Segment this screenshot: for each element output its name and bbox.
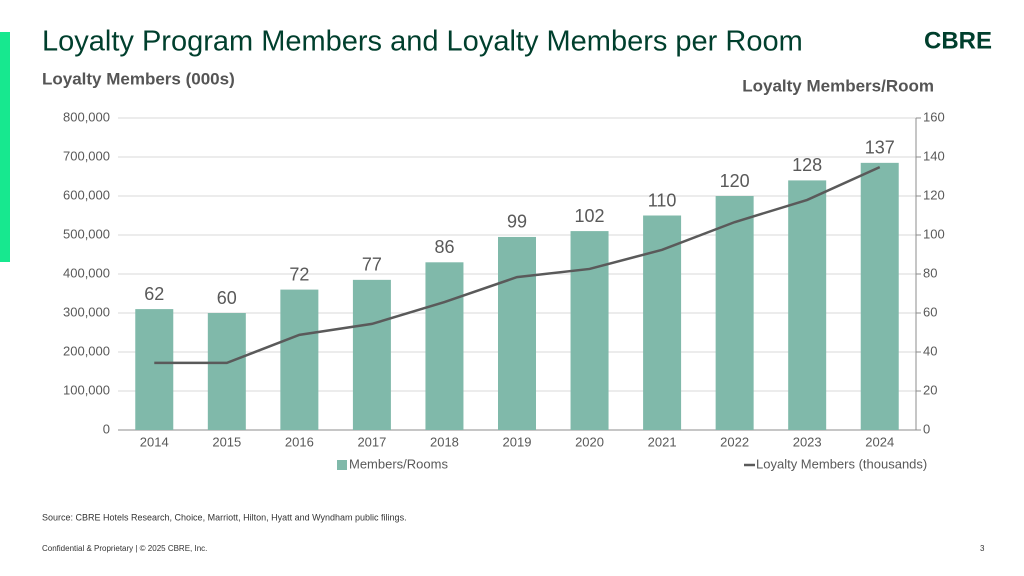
x-tick-label: 2019: [503, 434, 532, 449]
y2-tick-label: 160: [923, 109, 945, 124]
y-axis-title: Loyalty Members (000s): [42, 69, 235, 88]
data-label: 86: [434, 237, 454, 257]
line-series: [154, 166, 881, 365]
y2-tick-label: 0: [923, 421, 930, 436]
x-tick-label: 2021: [648, 434, 677, 449]
legend-label: Loyalty Members (thousands): [756, 456, 927, 471]
data-label: 102: [575, 206, 605, 226]
y-tick-label: 400,000: [63, 265, 110, 280]
y2-tick-label: 60: [923, 304, 937, 319]
bar: [570, 231, 609, 430]
x-tick-label: 2015: [212, 434, 241, 449]
bar: [135, 309, 174, 430]
y2-axis-title: Loyalty Members/Room: [742, 76, 934, 95]
y-tick-label: 800,000: [63, 109, 110, 124]
x-tick-label: 2024: [865, 434, 894, 449]
y-tick-label: 500,000: [63, 226, 110, 241]
x-tick-label: 2016: [285, 434, 314, 449]
bar: [352, 279, 391, 430]
data-label: 99: [507, 212, 527, 232]
y-tick-label: 0: [103, 421, 110, 436]
data-label: 77: [362, 255, 382, 275]
slide-title: Loyalty Program Members and Loyalty Memb…: [42, 26, 803, 58]
x-tick-label: 2023: [793, 434, 822, 449]
y2-tick-label: 80: [923, 265, 937, 280]
y2-tick-label: 140: [923, 148, 945, 163]
data-label: 128: [792, 155, 822, 175]
page-number: 3: [980, 544, 985, 553]
y-tick-label: 200,000: [63, 343, 110, 358]
bar: [860, 162, 899, 430]
data-label: 60: [217, 288, 237, 308]
x-tick-label: 2017: [357, 434, 386, 449]
data-label: 62: [144, 284, 164, 304]
y-tick-label: 300,000: [63, 304, 110, 319]
y-tick-label: 100,000: [63, 382, 110, 397]
footer-text: Confidential & Proprietary | © 2025 CBRE…: [42, 544, 207, 553]
x-tick-label: 2022: [720, 434, 749, 449]
bar: [207, 313, 246, 430]
x-tick-label: 2018: [430, 434, 459, 449]
logo: CBRE: [924, 27, 992, 54]
y2-tick-label: 100: [923, 226, 945, 241]
accent-bar: [0, 32, 10, 262]
legend-swatch: [337, 460, 347, 470]
bar: [643, 215, 682, 430]
bar: [788, 180, 827, 430]
data-label: 72: [289, 264, 309, 284]
source-note: Source: CBRE Hotels Research, Choice, Ma…: [42, 512, 407, 522]
y-tick-label: 600,000: [63, 187, 110, 202]
x-tick-label: 2020: [575, 434, 604, 449]
data-label: 110: [648, 190, 677, 210]
x-tick-label: 2014: [140, 434, 169, 449]
bar: [280, 289, 319, 430]
y2-tick-label: 120: [923, 187, 945, 202]
y2-tick-label: 40: [923, 343, 937, 358]
y2-tick-label: 20: [923, 382, 937, 397]
bar: [425, 262, 464, 430]
bar: [498, 236, 536, 430]
legend-label: Members/Rooms: [349, 456, 448, 471]
data-label: 137: [865, 138, 895, 158]
data-label: 120: [720, 171, 750, 191]
bar: [715, 196, 754, 430]
y-tick-label: 700,000: [63, 148, 110, 163]
